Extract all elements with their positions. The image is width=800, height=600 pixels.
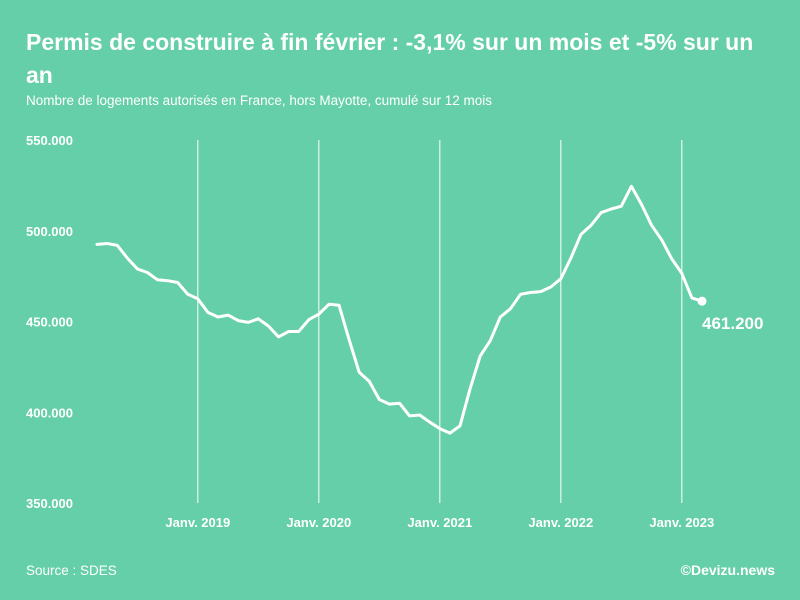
series-line xyxy=(95,184,704,435)
x-tick-label: Janv. 2023 xyxy=(649,515,714,530)
source-note: Source : SDES xyxy=(26,563,117,578)
x-axis-tick-labels: Janv. 2019 Janv. 2020 Janv. 2021 Janv. 2022… xyxy=(165,515,714,530)
x-tick-label: Janv. 2021 xyxy=(407,515,472,530)
y-tick-label: 450.000 xyxy=(26,315,73,330)
x-tick-label: Janv. 2020 xyxy=(286,515,351,530)
y-tick-label: 400.000 xyxy=(26,405,73,420)
credit-link[interactable]: ©Devizu.news xyxy=(680,562,775,578)
end-point-marker xyxy=(697,296,707,306)
x-tick-label: Janv. 2022 xyxy=(528,515,593,530)
chart-title: Permis de construire à fin février : -3,… xyxy=(26,29,754,88)
y-tick-label: 550.000 xyxy=(26,133,73,148)
y-axis-tick-labels: 550.000 500.000 450.000 400.000 350.000 xyxy=(26,133,73,511)
y-tick-label: 350.000 xyxy=(26,496,73,511)
chart-subtitle: Nombre de logements autorisés en France,… xyxy=(26,93,492,108)
x-tick-label: Janv. 2019 xyxy=(165,515,230,530)
end-value-label: 461.200 xyxy=(702,314,763,333)
y-tick-label: 500.000 xyxy=(26,224,73,239)
gridlines xyxy=(197,140,683,503)
